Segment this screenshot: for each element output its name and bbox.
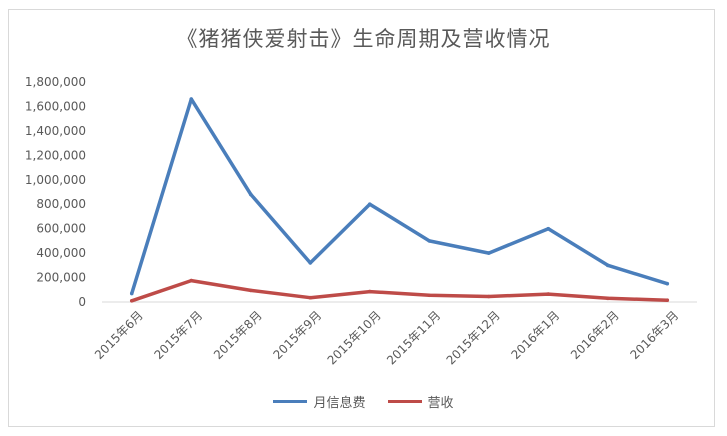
x-tick-label: 2015年6月 xyxy=(92,308,146,362)
legend-swatch-series-1 xyxy=(273,400,308,403)
chart-title: 《猪猪侠爱射击》生命周期及营收情况 xyxy=(176,27,551,51)
data-point-series-2 xyxy=(427,293,432,298)
data-point-series-1 xyxy=(427,239,432,243)
data-point-series-2 xyxy=(605,296,610,301)
data-point-series-2 xyxy=(129,298,134,303)
x-tick-label: 2015年9月 xyxy=(270,308,324,362)
y-tick-label: 200,000 xyxy=(36,271,86,285)
data-point-series-2 xyxy=(367,289,372,294)
x-tick-label: 2015年10月 xyxy=(325,308,384,367)
x-tick-label: 2015年8月 xyxy=(211,308,265,362)
legend-item-series-1: 月信息费 xyxy=(273,392,366,411)
chart-frame xyxy=(8,9,715,427)
data-point-series-2 xyxy=(248,288,253,293)
x-tick-label: 2015年12月 xyxy=(444,308,503,367)
y-tick-label: 1,200,000 xyxy=(25,148,86,162)
x-tick-label: 2016年2月 xyxy=(568,308,622,362)
data-point-series-1 xyxy=(308,261,313,265)
data-point-series-1 xyxy=(129,291,134,296)
series-line-2 xyxy=(130,278,670,303)
y-tick-label: 400,000 xyxy=(36,246,86,260)
x-tick-label: 2015年7月 xyxy=(151,308,205,362)
x-tick-label: 2016年1月 xyxy=(508,308,562,362)
y-tick-label: 1,000,000 xyxy=(25,173,86,187)
legend-label-series-2: 营收 xyxy=(427,396,454,411)
legend: 月信息费 营收 xyxy=(0,392,727,411)
data-point-series-1 xyxy=(605,263,610,268)
data-point-series-1 xyxy=(546,226,551,231)
data-point-series-1 xyxy=(486,251,491,255)
y-tick-label: 0 xyxy=(78,295,86,309)
y-tick-label: 1,800,000 xyxy=(25,75,86,89)
data-point-series-1 xyxy=(665,281,670,286)
series-line-1 xyxy=(130,97,670,296)
legend-label-series-1: 月信息费 xyxy=(313,396,366,411)
data-point-series-2 xyxy=(665,298,670,302)
y-tick-label: 600,000 xyxy=(36,222,86,236)
legend-swatch-series-2 xyxy=(387,400,422,403)
data-point-series-1 xyxy=(189,97,194,101)
data-point-series-1 xyxy=(367,202,372,207)
y-tick-label: 1,600,000 xyxy=(25,99,86,113)
data-point-series-2 xyxy=(546,292,551,296)
y-tick-label: 1,400,000 xyxy=(25,124,86,138)
data-point-series-2 xyxy=(308,295,313,300)
data-point-series-2 xyxy=(189,278,194,283)
data-point-series-1 xyxy=(248,192,253,197)
x-tick-label: 2016年3月 xyxy=(627,308,681,362)
legend-item-series-2: 营收 xyxy=(387,392,454,411)
x-tick-label: 2015年11月 xyxy=(384,308,443,367)
data-point-series-2 xyxy=(486,294,491,299)
y-tick-label: 800,000 xyxy=(36,197,86,211)
